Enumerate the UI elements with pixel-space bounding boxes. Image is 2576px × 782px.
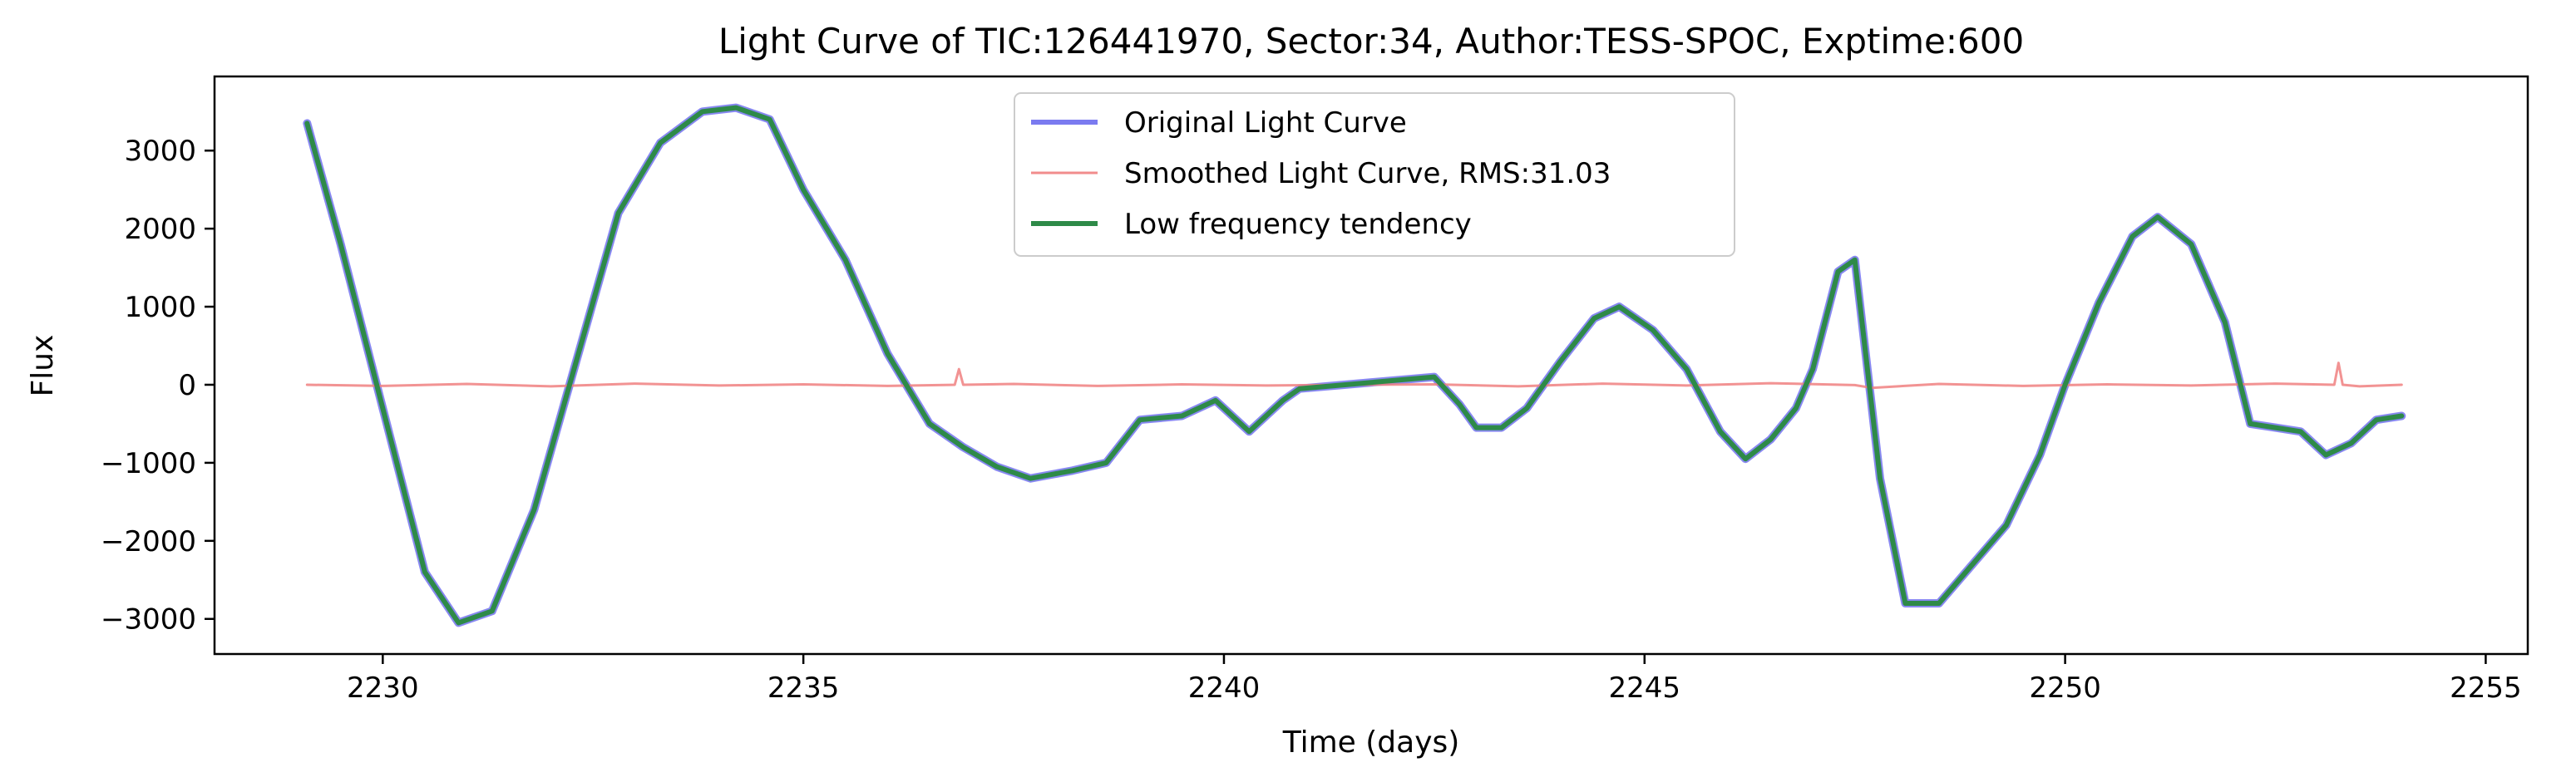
legend: Original Light Curve Smoothed Light Curv… bbox=[1014, 92, 1735, 257]
plot-frame bbox=[213, 75, 2529, 656]
legend-box bbox=[1014, 92, 1735, 257]
chart-title: Light Curve of TIC:126441970, Sector:34,… bbox=[718, 21, 2024, 61]
y-tick-label: 2000 bbox=[124, 213, 196, 246]
x-tick-label: 2240 bbox=[1188, 671, 1261, 705]
x-axis-label: Time (days) bbox=[1282, 725, 1460, 760]
y-tick-label: 1000 bbox=[124, 291, 196, 324]
legend-label-low-frequency: Low frequency tendency bbox=[1124, 208, 1472, 241]
series-low-frequency-tendency bbox=[304, 105, 2405, 626]
x-tick-label: 2250 bbox=[2029, 671, 2101, 705]
y-axis-label: Flux bbox=[26, 335, 60, 397]
x-tick-label: 2230 bbox=[347, 671, 419, 705]
legend-label-smoothed: Smoothed Light Curve, RMS:31.03 bbox=[1124, 157, 1611, 190]
x-tick-label: 2235 bbox=[767, 671, 840, 705]
x-tick-label: 2245 bbox=[1609, 671, 1681, 705]
y-tick-label: 0 bbox=[178, 369, 196, 402]
x-tick-label: 2255 bbox=[2450, 671, 2522, 705]
x-axis: 2230 2235 2240 2245 2250 2255 bbox=[347, 654, 2522, 705]
y-axis: −3000 −2000 −1000 0 1000 2000 3000 bbox=[101, 135, 215, 637]
plot-area bbox=[213, 75, 2529, 656]
y-tick-label: 3000 bbox=[124, 135, 196, 168]
series-smoothed-light-curve bbox=[305, 361, 2403, 390]
y-tick-label: −2000 bbox=[101, 525, 196, 558]
y-tick-label: −1000 bbox=[101, 447, 196, 480]
y-tick-label: −3000 bbox=[101, 603, 196, 637]
series-layer bbox=[303, 103, 2406, 627]
legend-label-original: Original Light Curve bbox=[1124, 106, 1407, 140]
